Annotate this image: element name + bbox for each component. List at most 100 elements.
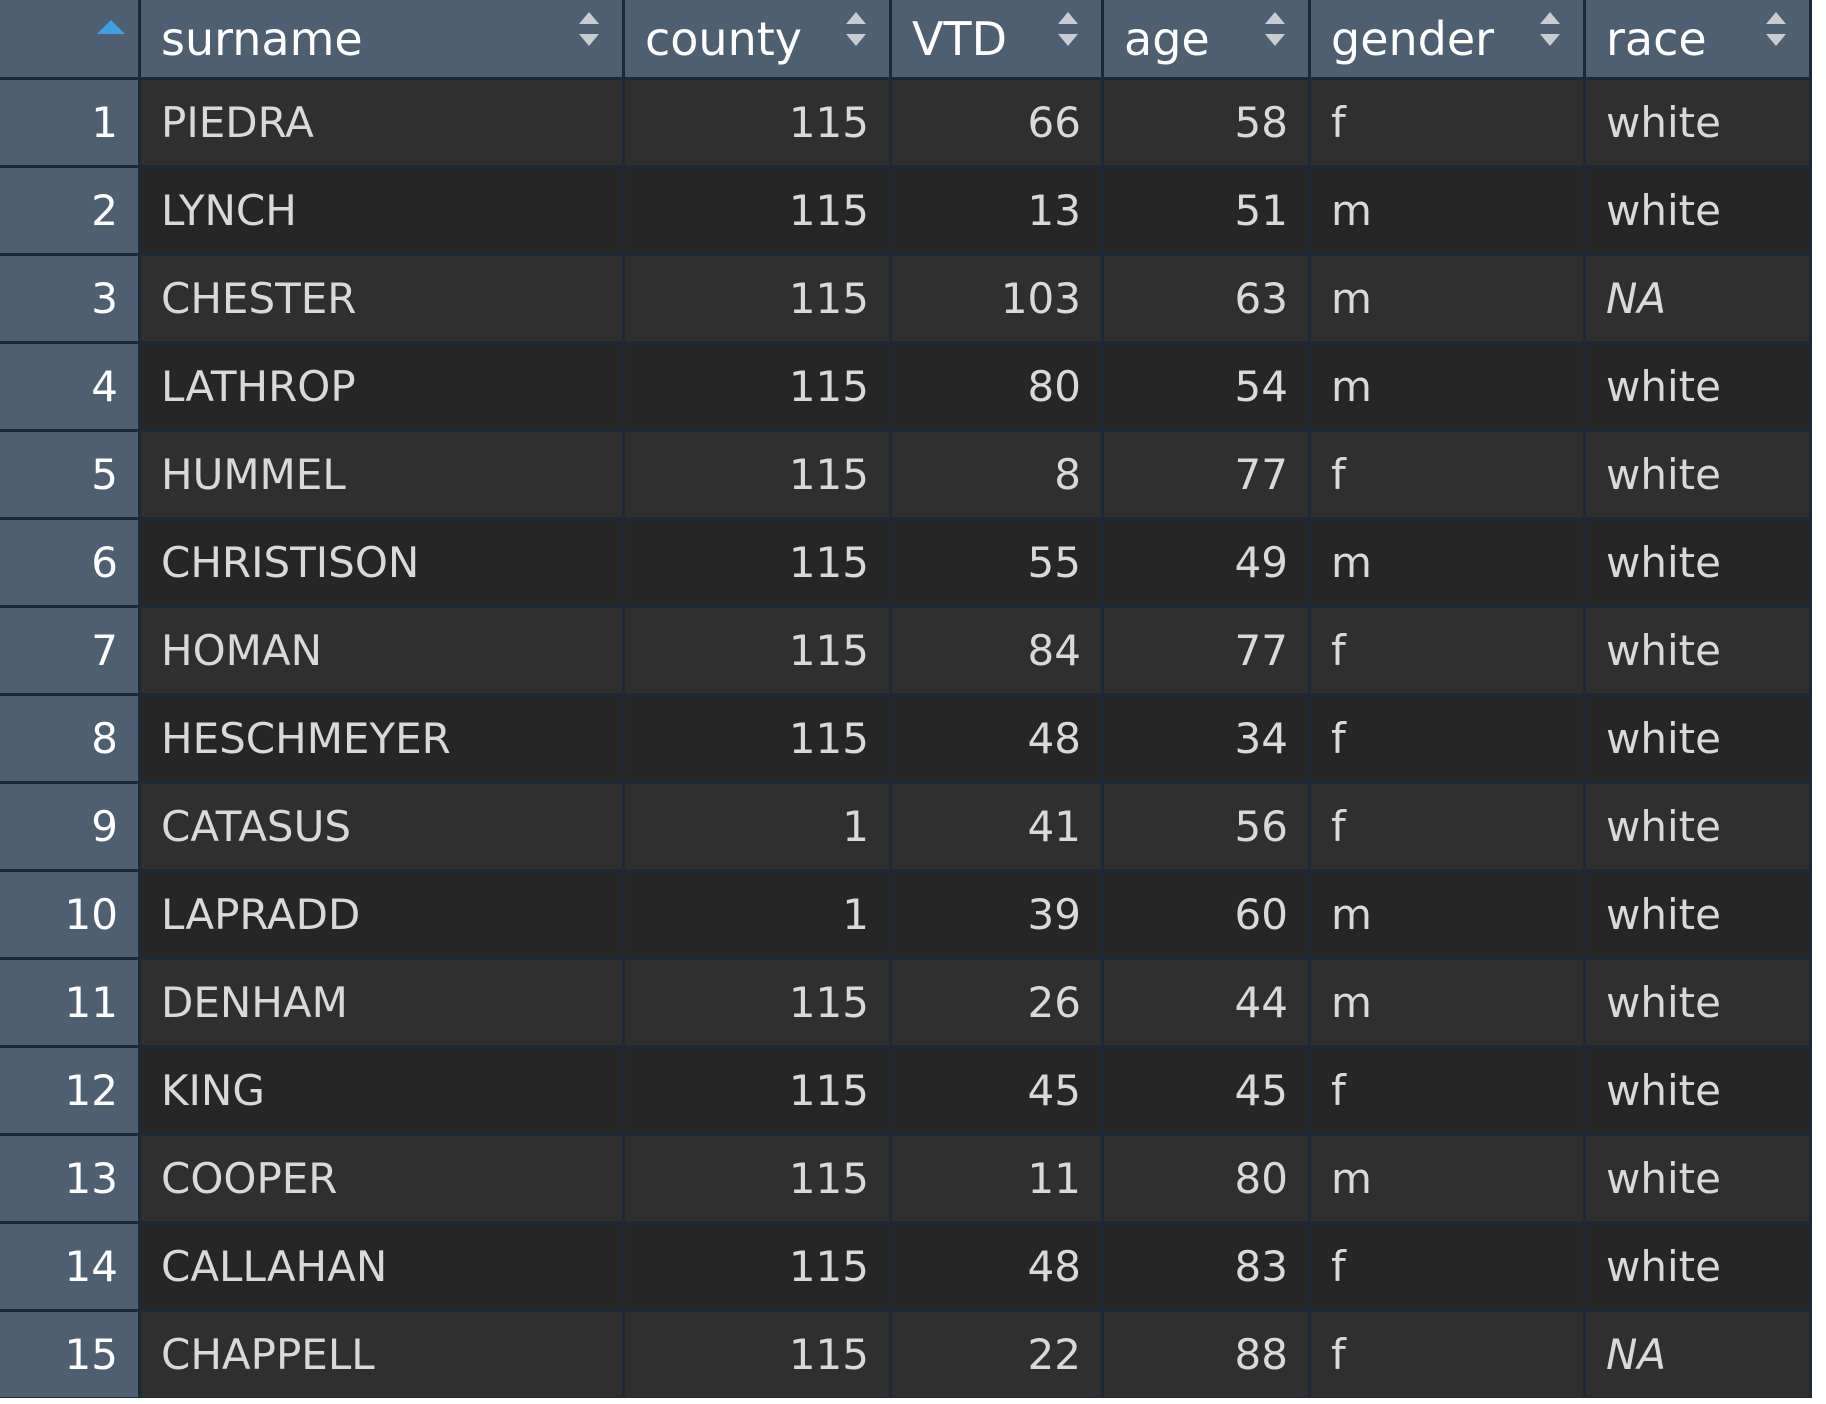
sort-icon xyxy=(1766,12,1786,46)
age-cell: 80 xyxy=(1104,1136,1311,1224)
sort-icon xyxy=(1265,12,1285,46)
age-cell: 60 xyxy=(1104,872,1311,960)
column-header-label: race xyxy=(1606,11,1707,66)
race-cell: NA xyxy=(1586,1312,1812,1398)
column-header-age[interactable]: age xyxy=(1104,0,1311,80)
column-header-row-number[interactable] xyxy=(0,0,141,80)
table-row: 4 LATHROP 115 80 54 m white xyxy=(0,344,1812,432)
surname-cell: LAPRADD xyxy=(141,872,625,960)
vtd-cell: 80 xyxy=(892,344,1104,432)
vtd-cell: 41 xyxy=(892,784,1104,872)
row-number-cell: 10 xyxy=(0,872,141,960)
gender-cell: m xyxy=(1311,520,1586,608)
gender-cell: m xyxy=(1311,960,1586,1048)
gender-cell: m xyxy=(1311,1136,1586,1224)
age-cell: 58 xyxy=(1104,80,1311,168)
sort-icon xyxy=(1540,12,1560,46)
vtd-cell: 26 xyxy=(892,960,1104,1048)
table-row: 10 LAPRADD 1 39 60 m white xyxy=(0,872,1812,960)
vtd-cell: 22 xyxy=(892,1312,1104,1398)
table-row: 6 CHRISTISON 115 55 49 m white xyxy=(0,520,1812,608)
race-cell: NA xyxy=(1586,256,1812,344)
vtd-cell: 103 xyxy=(892,256,1104,344)
race-cell: white xyxy=(1586,608,1812,696)
column-header-label: gender xyxy=(1331,11,1495,66)
county-cell: 115 xyxy=(625,1136,892,1224)
column-header-label: surname xyxy=(161,11,363,66)
surname-cell: COOPER xyxy=(141,1136,625,1224)
column-header-race[interactable]: race xyxy=(1586,0,1812,80)
column-header-vtd[interactable]: VTD xyxy=(892,0,1104,80)
race-cell: white xyxy=(1586,344,1812,432)
column-header-gender[interactable]: gender xyxy=(1311,0,1586,80)
vtd-cell: 48 xyxy=(892,696,1104,784)
age-cell: 77 xyxy=(1104,608,1311,696)
surname-cell: CHAPPELL xyxy=(141,1312,625,1398)
table-row: 15 CHAPPELL 115 22 88 f NA xyxy=(0,1312,1812,1398)
county-cell: 115 xyxy=(625,80,892,168)
vtd-cell: 45 xyxy=(892,1048,1104,1136)
gender-cell: m xyxy=(1311,168,1586,256)
race-cell: white xyxy=(1586,960,1812,1048)
county-cell: 115 xyxy=(625,960,892,1048)
county-cell: 115 xyxy=(625,608,892,696)
race-cell: white xyxy=(1586,80,1812,168)
row-number-cell: 7 xyxy=(0,608,141,696)
column-header-surname[interactable]: surname xyxy=(141,0,625,80)
row-number-cell: 12 xyxy=(0,1048,141,1136)
race-cell: white xyxy=(1586,872,1812,960)
vtd-cell: 11 xyxy=(892,1136,1104,1224)
row-number-cell: 9 xyxy=(0,784,141,872)
county-cell: 115 xyxy=(625,1224,892,1312)
age-cell: 83 xyxy=(1104,1224,1311,1312)
gender-cell: f xyxy=(1311,1224,1586,1312)
column-header-label: VTD xyxy=(912,11,1007,66)
age-cell: 34 xyxy=(1104,696,1311,784)
county-cell: 115 xyxy=(625,520,892,608)
row-number-cell: 8 xyxy=(0,696,141,784)
gender-cell: m xyxy=(1311,256,1586,344)
sort-ascending-icon xyxy=(97,20,125,34)
age-cell: 63 xyxy=(1104,256,1311,344)
county-cell: 115 xyxy=(625,432,892,520)
sort-icon xyxy=(846,12,866,46)
vtd-cell: 8 xyxy=(892,432,1104,520)
race-cell: white xyxy=(1586,432,1812,520)
surname-cell: CHRISTISON xyxy=(141,520,625,608)
surname-cell: KING xyxy=(141,1048,625,1136)
race-cell: white xyxy=(1586,784,1812,872)
column-header-county[interactable]: county xyxy=(625,0,892,80)
column-header-label: county xyxy=(645,11,803,66)
table-row: 11 DENHAM 115 26 44 m white xyxy=(0,960,1812,1048)
race-cell: white xyxy=(1586,696,1812,784)
row-number-cell: 6 xyxy=(0,520,141,608)
sort-icon xyxy=(1058,12,1078,46)
gender-cell: f xyxy=(1311,1312,1586,1398)
county-cell: 115 xyxy=(625,256,892,344)
surname-cell: HUMMEL xyxy=(141,432,625,520)
row-number-cell: 13 xyxy=(0,1136,141,1224)
county-cell: 1 xyxy=(625,872,892,960)
county-cell: 115 xyxy=(625,1048,892,1136)
gender-cell: f xyxy=(1311,696,1586,784)
header-row: surname county VTD xyxy=(0,0,1812,80)
table-row: 8 HESCHMEYER 115 48 34 f white xyxy=(0,696,1812,784)
surname-cell: CHESTER xyxy=(141,256,625,344)
vtd-cell: 66 xyxy=(892,80,1104,168)
column-header-label: age xyxy=(1124,11,1210,66)
county-cell: 1 xyxy=(625,784,892,872)
sort-icon xyxy=(579,12,599,46)
age-cell: 44 xyxy=(1104,960,1311,1048)
vtd-cell: 39 xyxy=(892,872,1104,960)
table-row: 9 CATASUS 1 41 56 f white xyxy=(0,784,1812,872)
table-row: 13 COOPER 115 11 80 m white xyxy=(0,1136,1812,1224)
row-number-cell: 14 xyxy=(0,1224,141,1312)
row-number-cell: 3 xyxy=(0,256,141,344)
vtd-cell: 55 xyxy=(892,520,1104,608)
age-cell: 51 xyxy=(1104,168,1311,256)
table-row: 7 HOMAN 115 84 77 f white xyxy=(0,608,1812,696)
row-number-cell: 4 xyxy=(0,344,141,432)
surname-cell: LATHROP xyxy=(141,344,625,432)
race-cell: white xyxy=(1586,1224,1812,1312)
